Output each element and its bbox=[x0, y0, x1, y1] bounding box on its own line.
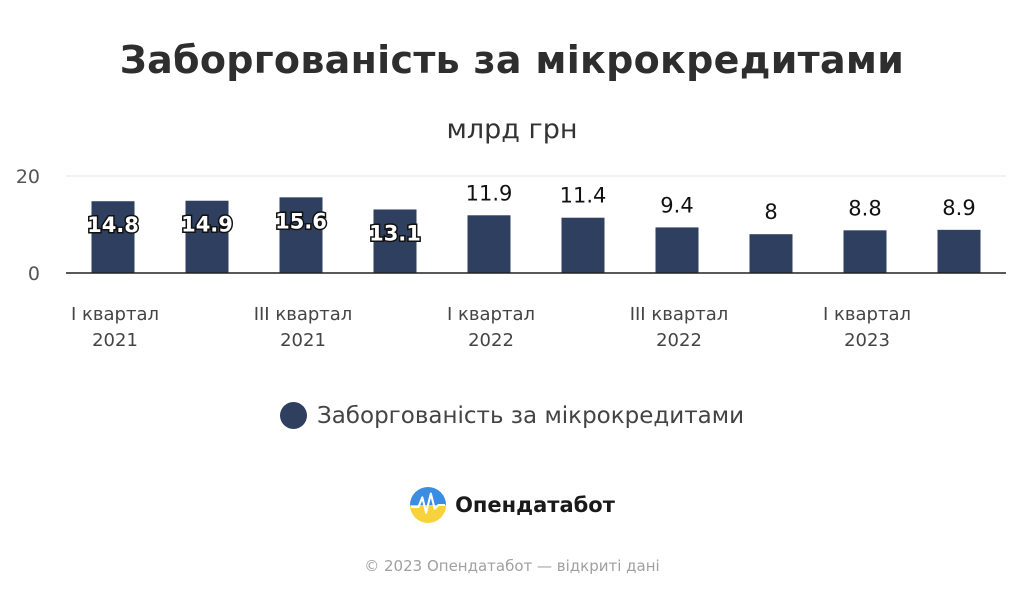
data-label: 14.8 bbox=[87, 213, 139, 237]
x-tick-label: III квартал bbox=[254, 304, 353, 325]
x-tick-label: I квартал bbox=[447, 304, 535, 325]
data-label: 8.9 bbox=[942, 196, 975, 220]
bar-chart: 0 20 14.8 14.9 15.6 13.1 11.9 11.4 9.4 8 8.8 8.9 I к… bbox=[16, 166, 1006, 351]
legend-swatch bbox=[279, 402, 307, 429]
bar bbox=[373, 209, 417, 273]
opendatabot-logo-icon bbox=[410, 486, 447, 524]
bar bbox=[749, 234, 793, 273]
bar bbox=[91, 201, 135, 273]
data-label: 8 bbox=[764, 200, 777, 224]
chart-title: Заборгованість за мікрокредитами bbox=[119, 38, 905, 82]
bar bbox=[561, 217, 605, 273]
data-label: 11.4 bbox=[560, 184, 607, 208]
chart-subtitle: млрд грн bbox=[446, 114, 578, 145]
chart-legend[interactable]: Заборгованість за мікрокредитами bbox=[0, 402, 1024, 429]
data-label: 14.9 bbox=[181, 213, 233, 237]
bar bbox=[843, 230, 887, 273]
brand-name: Опендатабот bbox=[455, 493, 615, 517]
x-tick-label: 2021 bbox=[280, 330, 326, 351]
x-tick-label: 2021 bbox=[92, 330, 138, 351]
bar bbox=[467, 215, 511, 273]
x-tick-label: 2022 bbox=[468, 330, 514, 351]
data-label: 13.1 bbox=[369, 221, 421, 245]
data-label: 9.4 bbox=[660, 193, 693, 217]
bar bbox=[937, 229, 981, 273]
brand: Опендатабот bbox=[0, 486, 1024, 524]
bar bbox=[185, 200, 229, 273]
legend-label: Заборгованість за мікрокредитами bbox=[316, 402, 745, 429]
bar bbox=[279, 197, 323, 273]
y-tick-label: 0 bbox=[28, 263, 40, 285]
data-label: 8.8 bbox=[848, 196, 881, 220]
data-label: 15.6 bbox=[275, 209, 327, 233]
x-tick-label: 2023 bbox=[844, 330, 890, 351]
x-tick-label: I квартал bbox=[71, 304, 159, 325]
data-label: 11.9 bbox=[466, 181, 513, 205]
x-tick-label: 2022 bbox=[656, 330, 702, 351]
y-tick-label: 20 bbox=[16, 166, 40, 188]
bar bbox=[655, 227, 699, 273]
footer-copyright: © 2023 Опендатабот — відкриті дані bbox=[364, 557, 660, 575]
x-tick-label: I квартал bbox=[823, 304, 911, 325]
x-tick-label: III квартал bbox=[630, 304, 729, 325]
